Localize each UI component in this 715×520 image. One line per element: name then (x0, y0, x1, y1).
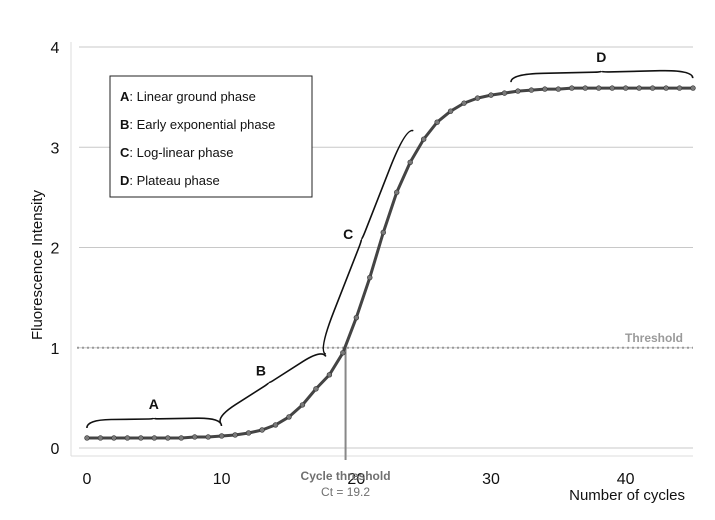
data-point (447, 108, 454, 114)
series-line-0 (87, 86, 693, 440)
legend-item-c: C: Log-linear phase (120, 145, 233, 160)
data-point (205, 434, 211, 440)
data-point (555, 86, 562, 92)
phase-bracket-d (510, 69, 694, 83)
y-tick-label-4: 4 (51, 40, 60, 57)
data-point (232, 432, 238, 438)
x-tick-label-40: 40 (617, 471, 635, 488)
phase-label-d: D (596, 49, 606, 65)
data-point (151, 435, 158, 441)
data-point (394, 189, 400, 196)
x-tick-label-0: 0 (83, 471, 92, 488)
data-point (596, 85, 602, 91)
phase-label-c: C (343, 226, 353, 242)
legend-item-a: A: Linear ground phase (120, 89, 256, 104)
data-point (474, 95, 481, 101)
data-point (569, 85, 575, 91)
data-point (326, 372, 333, 378)
phase-bracket-a (86, 417, 223, 429)
y-tick-label-0: 0 (51, 441, 60, 458)
data-point (690, 85, 696, 91)
legend-box (109, 75, 313, 198)
phase-label-b: B (256, 363, 266, 379)
data-point (528, 87, 535, 93)
data-point (407, 159, 413, 165)
legend-text: : Linear ground phase (129, 89, 255, 104)
data-point (313, 386, 319, 392)
legend-text: : Plateau phase (129, 173, 219, 188)
data-point (622, 85, 629, 91)
data-point (138, 435, 144, 441)
legend-letter: C (120, 145, 130, 160)
y-tick-label-1: 1 (51, 341, 60, 358)
data-point (501, 90, 508, 96)
y-axis-title: Fluorescence Intensity (29, 189, 46, 340)
legend-text: : Early exponential phase (129, 117, 275, 132)
x-axis-title: Number of cycles (569, 487, 685, 504)
data-point (380, 229, 386, 236)
data-point (245, 430, 252, 436)
data-point (676, 85, 683, 91)
data-point (636, 85, 642, 91)
phase-bracket-c (322, 129, 414, 356)
phase-label-a: A (149, 396, 159, 412)
data-point (515, 88, 521, 94)
legend-item-d: D: Plateau phase (120, 173, 220, 188)
data-point (218, 433, 225, 439)
data-point (488, 92, 494, 98)
y-tick-label-3: 3 (51, 140, 60, 157)
x-tick-label-10: 10 (213, 471, 231, 488)
x-tick-label-20: 20 (347, 471, 365, 488)
data-point (111, 435, 117, 441)
data-point (609, 85, 615, 91)
data-point (124, 435, 131, 441)
data-point (97, 435, 104, 441)
legend-letter: A (120, 89, 130, 104)
data-point (649, 85, 656, 91)
data-point (461, 100, 467, 106)
data-point (192, 434, 198, 440)
x-tick-label-30: 30 (482, 471, 500, 488)
data-point (299, 402, 306, 408)
data-point (367, 274, 373, 281)
data-point (84, 435, 90, 441)
data-point (434, 119, 440, 125)
legend-letter: D (120, 173, 129, 188)
data-point (286, 414, 292, 420)
phase-bracket-b (219, 353, 327, 425)
legend-letter: B (120, 117, 129, 132)
data-point (178, 435, 184, 441)
legend-item-b: B: Early exponential phase (120, 117, 275, 132)
threshold-group: Threshold Cycle threshold Ct = 19.2 (77, 331, 693, 499)
data-point (663, 85, 669, 91)
data-point (420, 136, 427, 142)
threshold-label: Threshold (625, 331, 683, 345)
data-point (582, 85, 588, 91)
data-point (272, 422, 279, 428)
data-point (340, 350, 346, 356)
cycle-threshold-label: Cycle threshold (301, 469, 391, 483)
data-point (165, 435, 171, 441)
cycle-threshold-value: Ct = 19.2 (321, 485, 370, 499)
amplification-curve (84, 85, 696, 441)
y-tick-label-2: 2 (51, 241, 60, 258)
data-point (353, 314, 360, 321)
data-point (259, 427, 265, 433)
data-point (542, 86, 548, 92)
legend-text: : Log-linear phase (129, 145, 233, 160)
